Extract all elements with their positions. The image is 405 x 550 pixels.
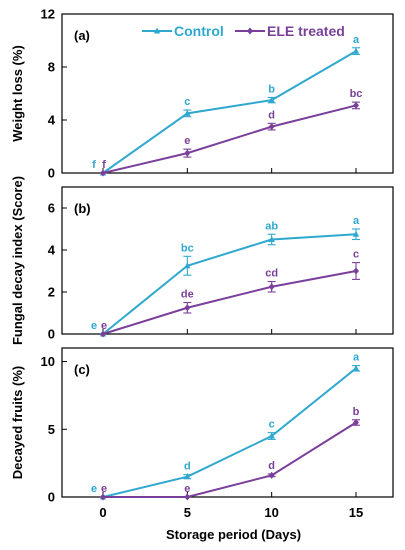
significance-label: d (268, 109, 275, 121)
significance-label: c (269, 419, 275, 431)
data-point (353, 419, 359, 426)
significance-label: d (268, 460, 275, 472)
y-tick-label: 8 (48, 60, 55, 75)
significance-label: a (353, 34, 360, 46)
data-point (184, 493, 191, 501)
significance-label: e (91, 320, 97, 332)
y-tick-label: 6 (48, 201, 55, 216)
series-line (102, 367, 357, 498)
significance-label: e (184, 483, 190, 495)
significance-label: de (181, 289, 194, 301)
y-tick-label: 5 (48, 422, 55, 437)
data-point (184, 109, 191, 116)
significance-label: e (91, 483, 97, 495)
data-point (353, 101, 359, 109)
panel-frame (61, 347, 394, 498)
significance-label: f (102, 159, 106, 171)
data-point (184, 149, 191, 157)
data-point (100, 493, 106, 501)
significance-label: c (353, 249, 359, 261)
data-point (268, 432, 275, 439)
significance-label: ab (265, 220, 278, 232)
data-point (184, 473, 191, 480)
series-line (102, 50, 357, 174)
panel-label: (a) (74, 28, 90, 43)
data-point (268, 471, 275, 479)
y-axis-title: Decayed fruits (%) (10, 366, 25, 479)
significance-label: f (92, 159, 96, 171)
y-tick-label: 4 (48, 243, 56, 258)
data-point (268, 283, 275, 291)
y-tick-label: 0 (48, 490, 55, 505)
data-point (352, 230, 360, 237)
series-line (102, 104, 357, 174)
y-tick-label: 0 (48, 166, 55, 181)
significance-label: bc (181, 242, 194, 254)
y-tick-label: 12 (41, 7, 55, 22)
data-point (268, 96, 275, 103)
significance-label: e (101, 320, 107, 332)
data-point (184, 304, 191, 312)
y-tick-label: 10 (41, 354, 55, 369)
data-point (268, 123, 275, 131)
significance-label: b (353, 406, 360, 418)
data-point (268, 236, 275, 242)
y-axis-title: Weight loss (%) (10, 45, 25, 142)
panel-label: (c) (74, 362, 90, 377)
data-point (352, 364, 360, 371)
x-axis-title: Storage period (Days) (166, 527, 301, 542)
legend-label: ELE treated (267, 23, 345, 39)
series-line (103, 421, 357, 498)
data-point (100, 330, 106, 338)
significance-label: e (184, 135, 190, 147)
panel-frame (61, 13, 394, 174)
y-axis-title: Fungal decay index (Score) (10, 176, 25, 345)
significance-label: c (184, 96, 190, 108)
series-line (102, 233, 357, 335)
significance-label: d (184, 461, 191, 473)
panel-label: (b) (74, 201, 91, 216)
significance-label: a (353, 352, 360, 364)
y-tick-label: 0 (48, 327, 55, 342)
significance-label: cd (265, 268, 278, 280)
panel-frame (61, 186, 394, 335)
x-tick-label: 0 (99, 505, 106, 520)
significance-label: a (353, 215, 360, 227)
x-tick-label: 10 (264, 505, 278, 520)
legend-marker (247, 27, 253, 35)
significance-label: bc (350, 88, 363, 100)
y-tick-label: 4 (48, 113, 56, 128)
data-point (352, 47, 360, 54)
data-point (100, 169, 106, 177)
legend-label: Control (174, 23, 224, 39)
y-tick-label: 2 (48, 285, 55, 300)
x-tick-label: 5 (184, 505, 191, 520)
x-tick-label: 15 (349, 505, 363, 520)
series-line (102, 270, 357, 335)
significance-label: e (101, 483, 107, 495)
data-point (353, 267, 359, 275)
data-point (184, 262, 191, 269)
significance-label: b (268, 83, 275, 95)
legend-marker (153, 27, 161, 34)
